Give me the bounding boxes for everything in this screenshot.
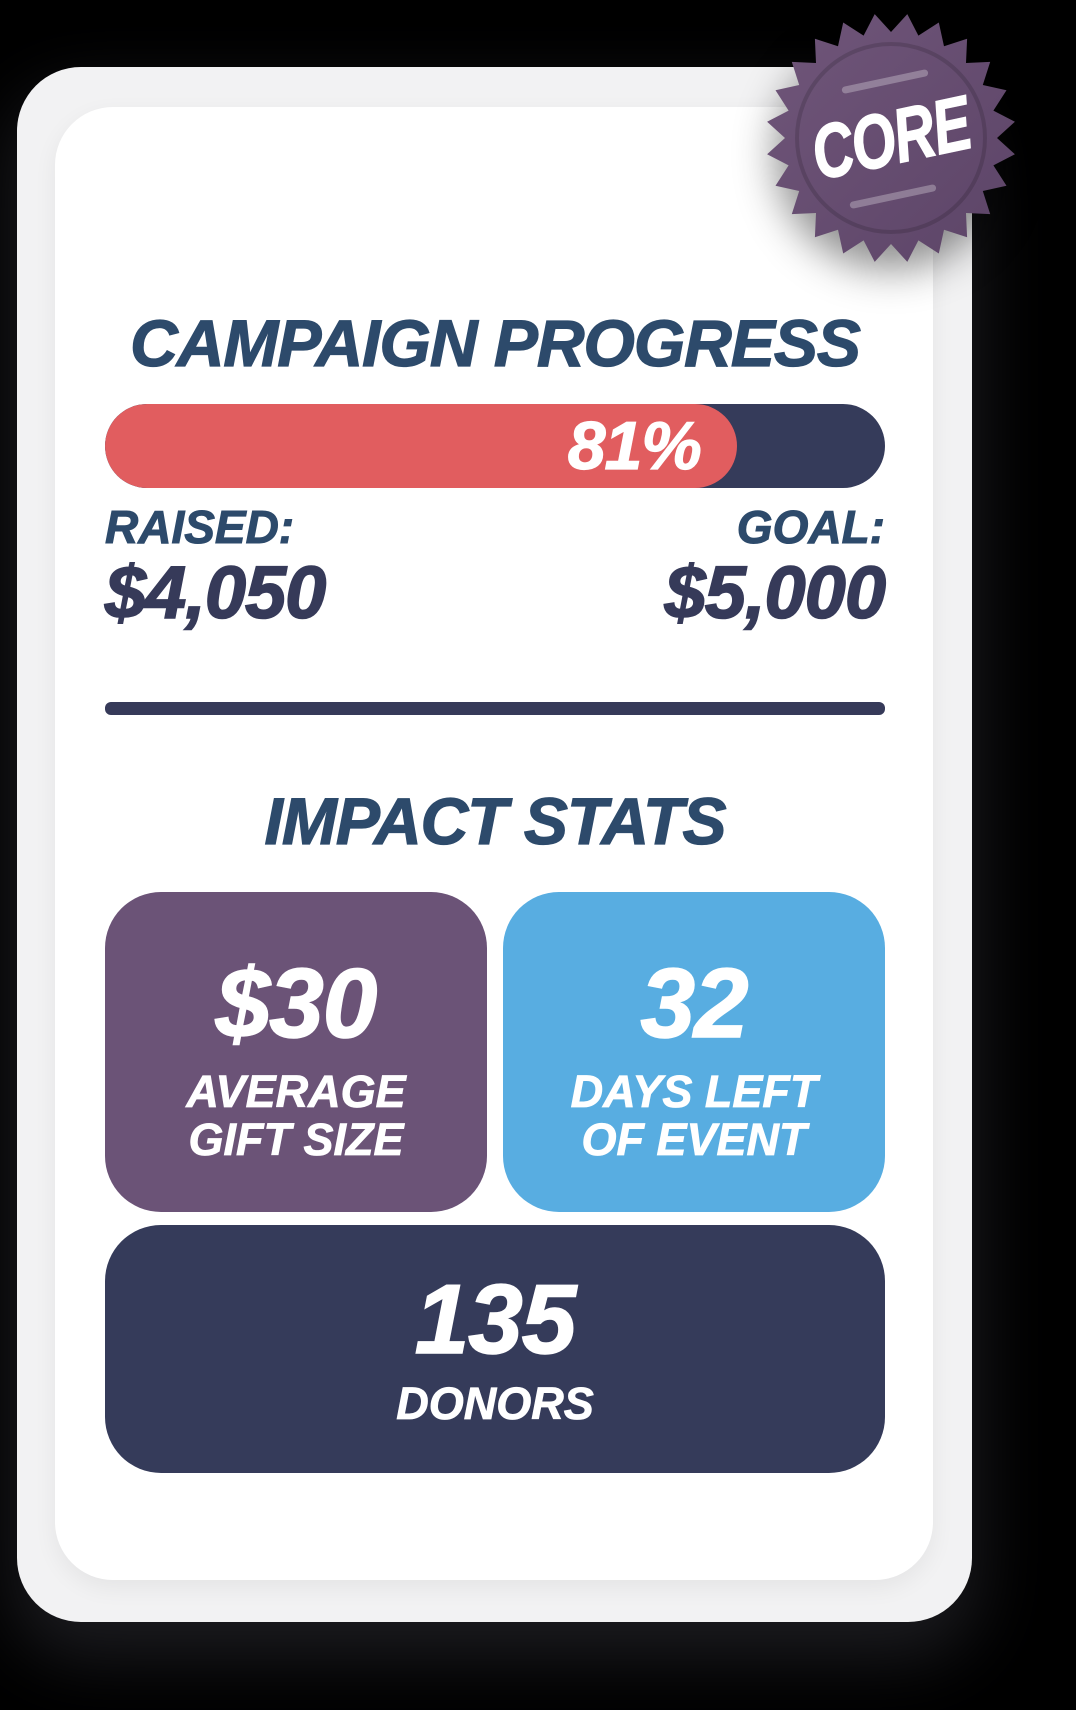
days-left-value: 32	[640, 947, 750, 1058]
stat-card-donors: 135 DONORS	[105, 1225, 885, 1473]
donors-label: DONORS	[396, 1377, 594, 1429]
campaign-progress-title: CAMPAIGN PROGRESS	[129, 306, 861, 380]
stat-card-average-gift: $30 AVERAGE GIFT SIZE	[105, 892, 487, 1212]
donors-value: 135	[414, 1263, 577, 1374]
raised-goal-labels-row: RAISED: GOAL:	[104, 501, 885, 553]
progress-percent-label: 81%	[567, 408, 702, 484]
section-divider	[105, 702, 885, 715]
raised-goal-amounts-row: $4,050 $5,000	[104, 550, 887, 635]
average-gift-value: $30	[215, 947, 378, 1058]
days-left-label: DAYS LEFT OF EVENT	[570, 1065, 818, 1165]
progress-bar-fill: 81%	[105, 404, 737, 488]
starburst-seal-icon	[767, 14, 1015, 262]
goal-amount: $5,000	[664, 550, 887, 635]
impact-stats-title: IMPACT STATS	[264, 784, 727, 858]
progress-bar-track: 81%	[105, 404, 885, 488]
raised-amount: $4,050	[104, 550, 327, 635]
stat-card-days-left: 32 DAYS LEFT OF EVENT	[503, 892, 885, 1212]
core-seal-badge: CORE	[761, 8, 1021, 268]
raised-label: RAISED:	[104, 501, 295, 553]
goal-label: GOAL:	[736, 501, 885, 553]
average-gift-label: AVERAGE GIFT SIZE	[186, 1065, 406, 1165]
